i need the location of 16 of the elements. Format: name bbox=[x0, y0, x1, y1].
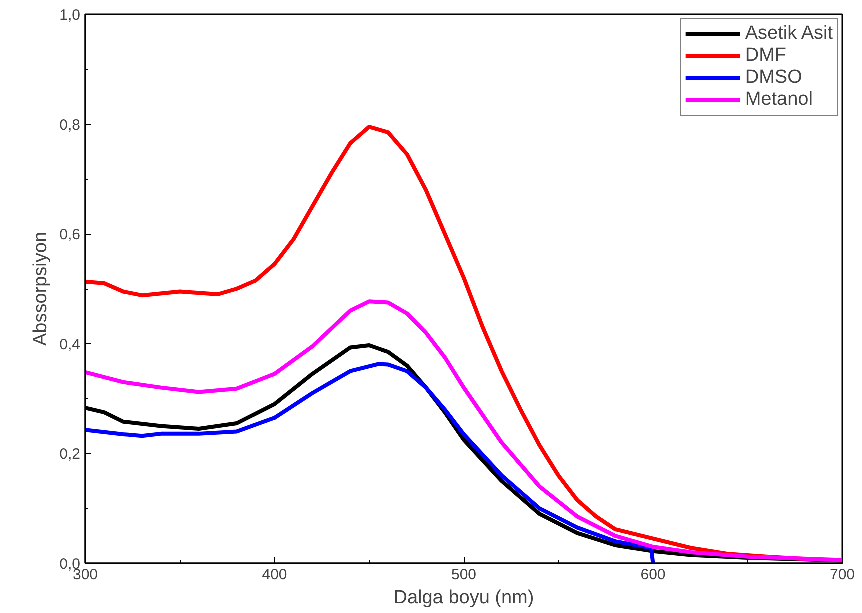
x-axis-title: Dalga boyu (nm) bbox=[394, 588, 534, 608]
x-tick-label: 600 bbox=[640, 566, 666, 584]
y-axis-title: Abssorpsiyon bbox=[30, 232, 52, 346]
legend-label: DMF bbox=[745, 45, 786, 67]
legend-label: Metanol bbox=[745, 89, 813, 111]
legend-label: Asetik Asit bbox=[745, 23, 833, 45]
x-tick-label: 400 bbox=[262, 566, 288, 584]
legend-label: DMSO bbox=[745, 67, 802, 89]
x-tick-label: 700 bbox=[830, 566, 856, 584]
y-tick-label: 1,0 bbox=[60, 7, 81, 24]
y-tick-label: 0,2 bbox=[60, 446, 81, 464]
y-tick-label: 0,8 bbox=[60, 116, 81, 134]
y-tick-label: 0,4 bbox=[60, 336, 81, 354]
line-series bbox=[86, 362, 656, 564]
y-tick-label: 0,6 bbox=[60, 226, 81, 244]
x-tick-label: 500 bbox=[451, 566, 477, 584]
